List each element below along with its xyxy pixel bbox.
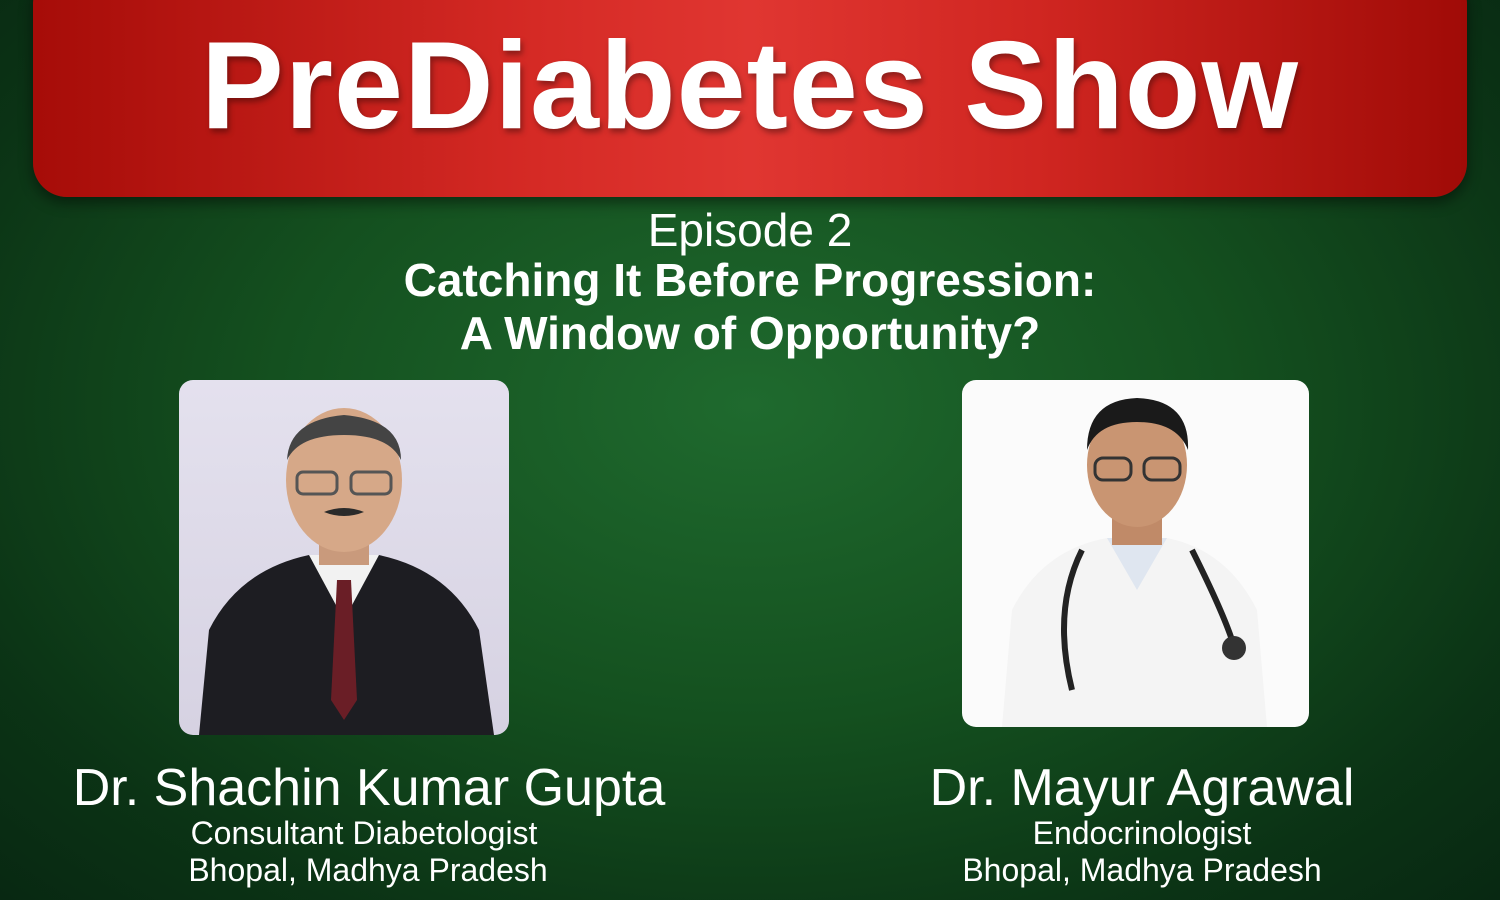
title-banner: [33, 0, 1467, 197]
speaker-1-name: Dr. Shachin Kumar Gupta: [72, 759, 666, 817]
speaker-2-location: Bhopal, Madhya Pradesh: [962, 852, 1322, 888]
speaker-1-photo: [179, 380, 509, 735]
speaker-2-role: Endocrinologist: [1032, 815, 1252, 851]
speaker-2-photo: [962, 380, 1309, 727]
speaker-1-location: Bhopal, Madhya Pradesh: [188, 852, 548, 888]
episode-title-line-1: Catching It Before Progression:: [403, 254, 1097, 306]
episode-label: Episode 2: [647, 204, 853, 256]
episode-title-line-2: A Window of Opportunity?: [459, 307, 1041, 359]
speaker-2-name: Dr. Mayur Agrawal: [929, 759, 1355, 817]
episode-title: Catching It Before Progression: A Window…: [0, 254, 1500, 360]
show-title: PreDiabetes Show: [201, 17, 1299, 155]
speaker-1-role: Consultant Diabetologist: [190, 815, 538, 851]
